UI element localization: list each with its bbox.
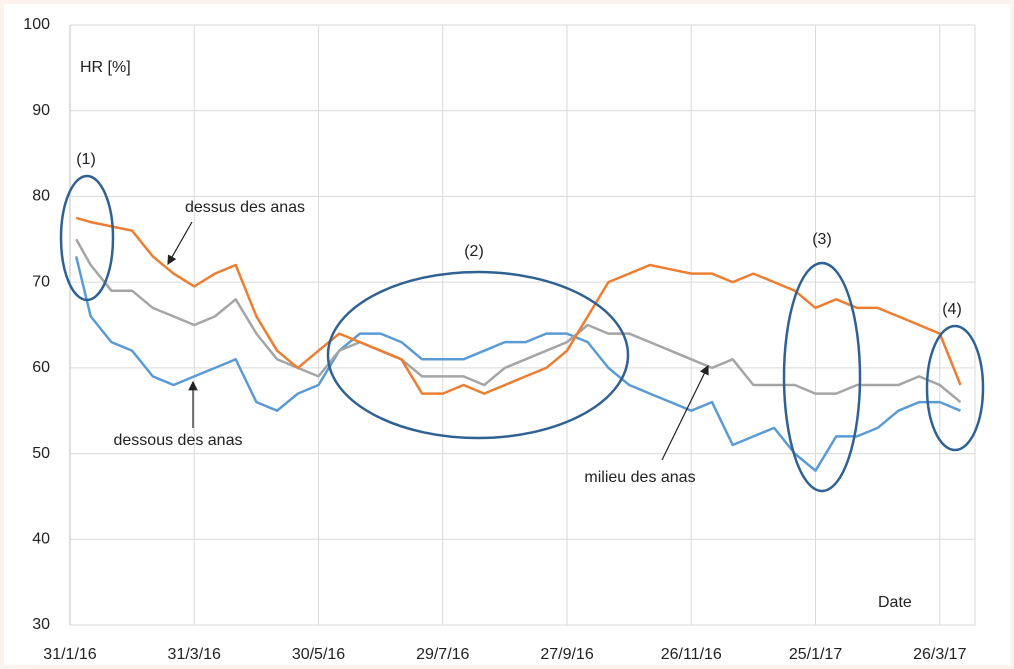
x-axis-label: Date: [878, 594, 912, 611]
annotation: (4): [942, 301, 962, 318]
x-tick-label: 31/3/16: [168, 646, 221, 663]
highlight-ellipse: [59, 174, 115, 302]
annotation: (2): [464, 243, 484, 260]
y-tick-label: 30: [32, 616, 50, 633]
y-tick-label: 80: [32, 188, 50, 205]
chart-background: [4, 4, 1010, 665]
y-tick-label: 60: [32, 359, 50, 376]
y-tick-label: 40: [32, 531, 50, 548]
x-tick-label: 27/9/16: [540, 646, 593, 663]
annotation: (3): [812, 231, 832, 248]
arrow: [167, 221, 193, 266]
x-tick-label: 30/5/16: [292, 646, 345, 663]
y-tick-label: 70: [32, 273, 50, 290]
series-annotation: milieu des anas: [584, 469, 695, 486]
y-tick-label: 100: [23, 16, 50, 33]
x-tick-label: 26/3/17: [913, 646, 966, 663]
series-line: [74, 256, 961, 472]
series-annotation: dessous des anas: [114, 432, 243, 449]
y-tick-label: 90: [32, 102, 50, 119]
arrow: [661, 364, 709, 461]
x-tick-label: 29/7/16: [416, 646, 469, 663]
x-tick-label: 26/11/16: [661, 646, 722, 663]
x-tick-label: 31/1/16: [43, 646, 96, 663]
annotation: (1): [76, 151, 96, 168]
highlight-ellipse: [782, 261, 862, 493]
series-annotation: dessus des anas: [185, 199, 305, 216]
y-axis-label: HR [%]: [80, 59, 131, 76]
y-tick-label: 50: [32, 445, 50, 462]
highlight-ellipse: [925, 324, 985, 452]
x-tick-label: 25/1/17: [789, 646, 842, 663]
series-line: [75, 216, 962, 395]
highlight-ellipse: [326, 270, 630, 440]
series-line: [75, 238, 962, 404]
